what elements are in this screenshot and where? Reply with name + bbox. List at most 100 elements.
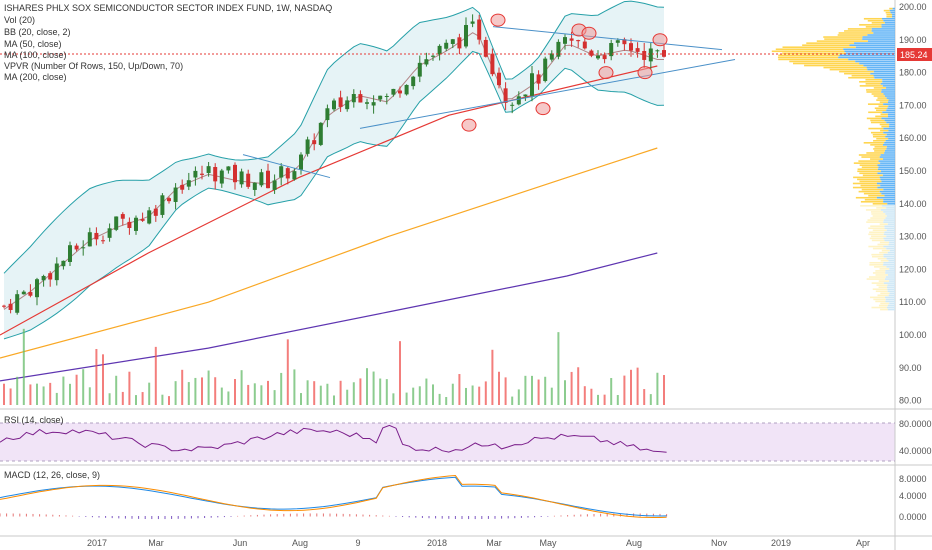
vpvr-bar-up [881, 24, 895, 26]
macd-histogram-bar [184, 516, 186, 519]
vpvr-bar-up [883, 221, 895, 223]
last-price-tag [897, 48, 932, 61]
rsi-title: RSI (14, close) [4, 415, 64, 425]
vpvr-bar-up [880, 178, 895, 181]
candle-body [101, 240, 105, 242]
vpvr-bar-up [862, 36, 895, 38]
vpvr-bar-down [859, 180, 882, 183]
vpvr-bar-down [851, 74, 874, 77]
vpvr-bar-up [886, 207, 895, 209]
vpvr-bar-up [883, 19, 895, 22]
vpvr-bar-up [889, 125, 895, 128]
candle-body [94, 232, 99, 240]
volume-bar [531, 375, 533, 405]
rsi-tick-40: 40.0000 [899, 446, 932, 456]
volume-bar [49, 382, 52, 405]
volume-bar [352, 382, 355, 405]
vpvr-bar-down [865, 209, 881, 211]
vpvr-bar-down [886, 15, 892, 18]
vpvr-bar-up [881, 180, 895, 183]
candle-body [602, 55, 607, 60]
x-tick-label: May [539, 538, 557, 548]
vpvr-bar-down [872, 255, 884, 258]
vpvr-bar-up [878, 166, 895, 169]
vpvr-bar-up [888, 99, 895, 101]
volume-bars [3, 328, 665, 405]
rsi-band [0, 423, 895, 461]
volume-bar [484, 381, 487, 405]
candle-body [609, 43, 614, 57]
vpvr-bar-down [872, 229, 887, 232]
candle-body [615, 40, 620, 43]
candle-body [391, 88, 396, 95]
volume-bar [643, 389, 646, 405]
vpvr-bar-down [839, 70, 874, 73]
vpvr-bar-down [860, 184, 881, 187]
vpvr-bar-down [852, 186, 878, 189]
vpvr-bar-down [881, 125, 890, 128]
vpvr-bar-down [777, 56, 839, 59]
vpvr-bar-up [886, 148, 895, 150]
volume-bar [135, 395, 137, 405]
last-price-label: 185.24 [900, 50, 928, 60]
vpvr-bar-up [883, 188, 895, 191]
vpvr-bar-down [874, 266, 887, 268]
vpvr-bar-up [882, 205, 895, 207]
vpvr-bar-down [879, 223, 888, 225]
vpvr-bar-up [886, 146, 895, 148]
volume-bar [339, 380, 342, 405]
vpvr-bar-up [879, 190, 895, 193]
ma100-line [0, 147, 658, 359]
macd-histogram-bar [263, 514, 265, 517]
macd-histogram-bar [210, 516, 212, 518]
vpvr-bar-down [859, 24, 882, 26]
volume-bar [517, 389, 520, 405]
volume-bar [42, 386, 45, 405]
vpvr-bar-up [876, 196, 895, 199]
y-tick-label: 160.00 [899, 133, 927, 143]
macd-histogram-bar [567, 515, 569, 517]
candle-body [292, 171, 297, 180]
vpvr-bar-up [871, 30, 895, 32]
candle-body [477, 19, 482, 40]
vpvr-bar-down [883, 9, 890, 12]
macd-histogram-bar [52, 514, 54, 517]
vpvr-bar-up [885, 217, 895, 219]
vpvr-bar-up [884, 225, 895, 227]
rsi-pane [0, 422, 895, 462]
candle-body [470, 21, 475, 24]
vpvr-bar-down [879, 101, 888, 103]
vpvr-bar-up [887, 251, 895, 254]
candle-body [404, 84, 409, 95]
macd-histogram-bar [45, 514, 47, 517]
vpvr-bar-up [887, 288, 895, 291]
vpvr-bar-down [858, 190, 880, 193]
candle-body [61, 260, 66, 267]
vpvr-bar-up [877, 172, 895, 175]
candle-body [523, 94, 528, 97]
vpvr-bar-up [854, 42, 895, 44]
vpvr-bar-down [871, 213, 886, 215]
vpvr-bar-up [888, 137, 895, 140]
volume-bar [69, 383, 71, 405]
candle-body [622, 39, 627, 45]
candle-body [536, 74, 541, 84]
vpvr-bar-up [843, 48, 895, 51]
vpvr-bar-down [873, 139, 886, 142]
volume-bar [438, 393, 441, 405]
candles [2, 14, 666, 315]
vpvr-bar-down [868, 276, 886, 278]
vpvr-bar-up [877, 168, 895, 171]
volume-bar [412, 387, 415, 405]
candle-body [266, 170, 270, 189]
volume-bar [29, 384, 32, 405]
macd-histogram-bar [0, 513, 1, 517]
y-tick-label: 140.00 [899, 199, 927, 209]
vpvr-bar-up [879, 156, 895, 158]
vpvr-bar-down [870, 225, 885, 227]
vpvr-bar-down [872, 133, 887, 136]
candle-body [371, 102, 376, 106]
macd-histogram-bar [382, 515, 384, 517]
macd-histogram-bar [164, 516, 166, 520]
vpvr-bar-down [859, 172, 878, 175]
